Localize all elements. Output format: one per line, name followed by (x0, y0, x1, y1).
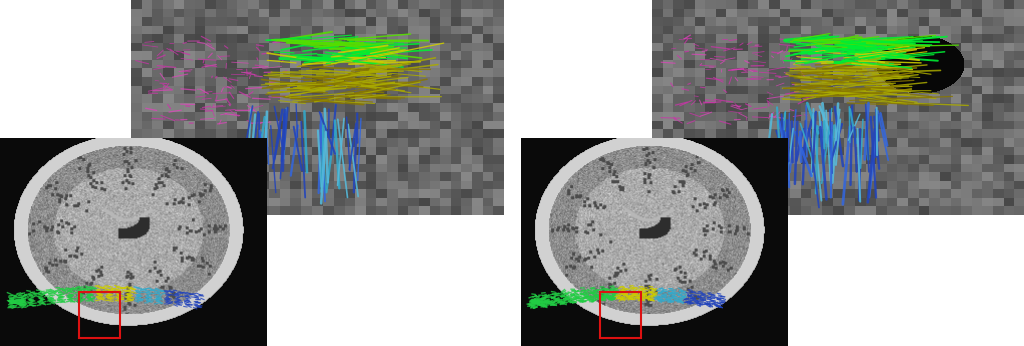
Bar (600, 292, 641, 338)
Bar (79, 292, 120, 338)
